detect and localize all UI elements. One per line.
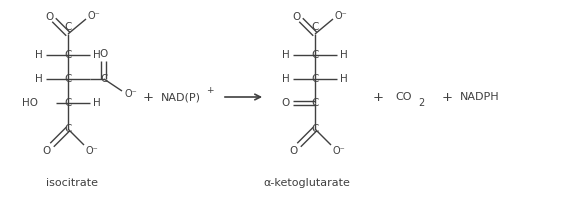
Text: +: + xyxy=(142,90,154,103)
Text: C: C xyxy=(65,98,72,108)
Text: C: C xyxy=(311,74,319,84)
Text: C: C xyxy=(65,124,72,134)
Text: H: H xyxy=(35,74,43,84)
Text: O⁻: O⁻ xyxy=(334,11,347,21)
Text: α-ketoglutarate: α-ketoglutarate xyxy=(264,178,351,188)
Text: O⁻: O⁻ xyxy=(125,89,137,99)
Text: H: H xyxy=(282,74,290,84)
Text: NADPH: NADPH xyxy=(460,92,500,102)
Text: isocitrate: isocitrate xyxy=(46,178,98,188)
Text: O: O xyxy=(46,12,54,22)
Text: CO: CO xyxy=(395,92,412,102)
Text: H: H xyxy=(93,98,101,108)
Text: C: C xyxy=(100,74,108,84)
Text: H: H xyxy=(282,50,290,60)
Text: H: H xyxy=(340,50,348,60)
Text: O⁻: O⁻ xyxy=(86,146,98,156)
Text: C: C xyxy=(65,22,72,32)
Text: +: + xyxy=(206,85,214,95)
Text: H: H xyxy=(93,50,101,60)
Text: C: C xyxy=(65,50,72,60)
Text: O⁻: O⁻ xyxy=(333,146,346,156)
Text: 2: 2 xyxy=(418,98,424,108)
Text: C: C xyxy=(311,98,319,108)
Text: C: C xyxy=(311,124,319,134)
Text: O: O xyxy=(293,12,301,22)
Text: O: O xyxy=(43,146,51,156)
Text: H: H xyxy=(35,50,43,60)
Text: HO: HO xyxy=(22,98,38,108)
Text: C: C xyxy=(311,22,319,32)
Text: C: C xyxy=(311,50,319,60)
Text: NAD(P): NAD(P) xyxy=(161,92,201,102)
Text: O⁻: O⁻ xyxy=(88,11,100,21)
Text: +: + xyxy=(373,90,384,103)
Text: O: O xyxy=(282,98,290,108)
Text: +: + xyxy=(442,90,453,103)
Text: O: O xyxy=(290,146,298,156)
Text: O: O xyxy=(100,49,108,59)
Text: C: C xyxy=(65,74,72,84)
Text: H: H xyxy=(340,74,348,84)
